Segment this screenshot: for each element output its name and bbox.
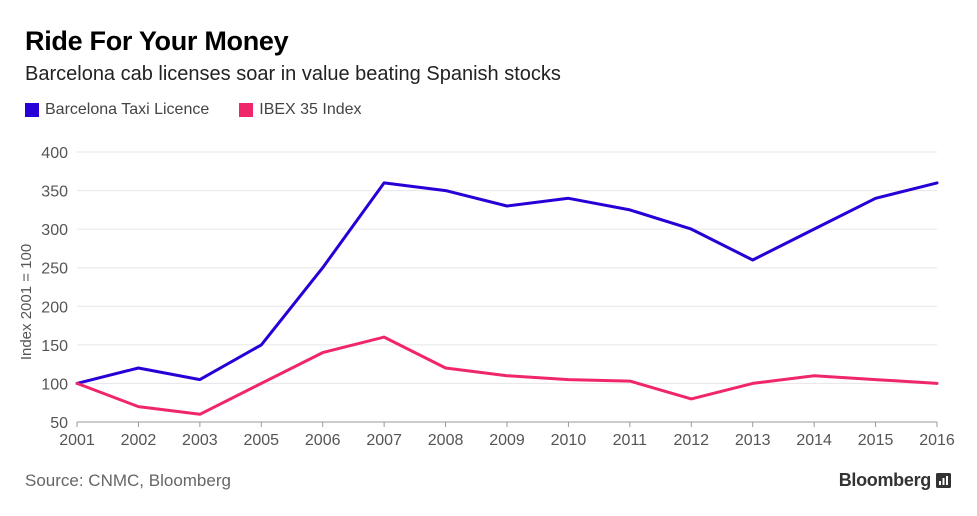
brand-name: Bloomberg [838, 470, 932, 490]
x-axis-ticks: 2001 2002 2003 2005 2006 2007 2008 2009 2010 2011… [59, 422, 955, 449]
y-tick-label-50: 50 [50, 415, 68, 432]
x-tick-label-2007: 2007 [366, 432, 402, 449]
chart-subtitle: Barcelona cab licenses soar in value bea… [25, 63, 561, 85]
x-tick-label-2010: 2010 [551, 432, 587, 449]
brand-logo: Bloomberg [839, 470, 951, 491]
legend-swatch-taxi-licence [25, 103, 39, 117]
y-tick-label-250: 250 [41, 261, 68, 278]
x-tick-label-2005: 2005 [243, 432, 279, 449]
series-lines [75, 181, 939, 416]
legend-label-ibex-35: IBEX 35 Index [259, 101, 362, 118]
x-tick-label-2015: 2015 [858, 432, 894, 449]
series-line-taxi-licence [75, 181, 939, 385]
x-tick-label-2013: 2013 [735, 432, 771, 449]
legend-item-taxi-licence: Barcelona Taxi Licence [25, 101, 209, 119]
y-tick-label-150: 150 [41, 338, 68, 355]
chart-legend: Barcelona Taxi Licence IBEX 35 Index [25, 100, 392, 120]
series-line-ibex-35 [75, 335, 939, 416]
x-tick-label-2014: 2014 [796, 432, 832, 449]
y-axis-label: Index 2001 = 100 [18, 244, 35, 360]
legend-label-taxi-licence: Barcelona Taxi Licence [45, 101, 210, 118]
x-tick-label-2016: 2016 [919, 432, 955, 449]
legend-item-ibex-35: IBEX 35 Index [239, 101, 362, 119]
x-tick-label-2009: 2009 [489, 432, 525, 449]
y-tick-label-400: 400 [41, 145, 68, 162]
y-tick-label-350: 350 [41, 184, 68, 201]
x-tick-label-2006: 2006 [305, 432, 341, 449]
x-tick-label-2001: 2001 [59, 432, 95, 449]
source-note: Source: CNMC, Bloomberg [25, 471, 231, 490]
bloomberg-terminal-icon [936, 473, 951, 488]
y-tick-label-200: 200 [41, 299, 68, 316]
x-tick-label-2012: 2012 [673, 432, 709, 449]
chart-title: Ride For Your Money [25, 26, 289, 56]
x-tick-label-2008: 2008 [428, 432, 464, 449]
y-tick-label-100: 100 [41, 376, 68, 393]
x-tick-label-2002: 2002 [121, 432, 157, 449]
legend-swatch-ibex-35 [239, 103, 254, 117]
y-tick-label-300: 300 [41, 222, 68, 239]
x-tick-label-2011: 2011 [613, 432, 648, 449]
y-axis-ticks: 50 100 150 200 250 300 350 400 [41, 145, 68, 432]
x-tick-label-2003: 2003 [182, 432, 218, 449]
grid-lines [77, 151, 937, 423]
